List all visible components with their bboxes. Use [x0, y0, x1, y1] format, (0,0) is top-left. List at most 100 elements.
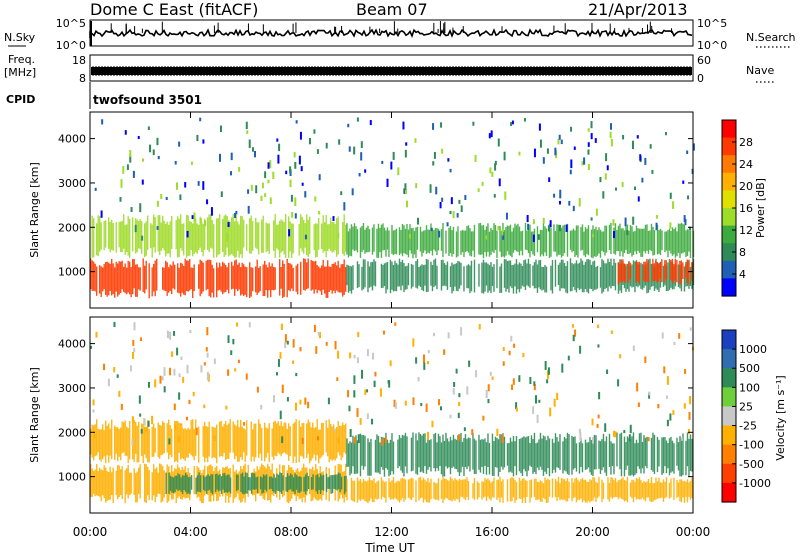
scatter-speck: [535, 395, 538, 404]
heatmap-strip: [96, 419, 98, 456]
scatter-speck: [570, 126, 573, 132]
scatter-speck: [689, 327, 692, 331]
scatter-speck: [527, 223, 530, 230]
heatmap-strip: [662, 265, 665, 287]
heatmap-strip: [368, 229, 371, 252]
heatmap-strip: [315, 223, 317, 258]
heatmap-strip: [169, 475, 172, 491]
heatmap-strip: [649, 258, 651, 290]
heatmap-strip: [166, 464, 168, 503]
heatmap-strip: [328, 224, 330, 249]
heatmap-strip: [334, 262, 336, 294]
scatter-speck: [544, 361, 547, 370]
heatmap-strip: [168, 472, 170, 494]
scatter-speck: [180, 423, 183, 427]
heatmap-strip: [267, 223, 269, 251]
heatmap-strip: [273, 474, 275, 493]
scatter-speck: [165, 196, 168, 200]
heatmap-strip: [210, 214, 212, 248]
heatmap-strip: [467, 480, 470, 501]
heatmap-strip: [358, 480, 360, 500]
heatmap-strip: [374, 483, 377, 499]
heatmap-strip: [388, 230, 390, 257]
scatter-speck: [657, 403, 660, 409]
heatmap-strip: [264, 422, 266, 462]
scatter-speck: [353, 436, 356, 444]
scatter-speck: [604, 423, 607, 432]
heatmap-strip: [247, 477, 250, 491]
scatter-speck: [163, 367, 166, 376]
heatmap-strip: [536, 481, 539, 500]
heatmap-strip: [309, 468, 311, 494]
heatmap-strip: [410, 228, 413, 254]
heatmap-strip: [482, 439, 485, 474]
heatmap-strip: [105, 467, 107, 503]
heatmap-strip: [219, 262, 221, 290]
heatmap-strip: [605, 436, 608, 476]
x-tick-label: 08:00: [274, 525, 309, 539]
heatmap-strip: [523, 436, 525, 470]
heatmap-strip: [190, 221, 192, 251]
heatmap-strip: [530, 231, 533, 252]
heatmap-strip: [115, 222, 117, 253]
scatter-speck: [631, 140, 634, 150]
heatmap-strip: [386, 227, 389, 250]
scatter-speck: [199, 117, 202, 122]
colorbar-tick-label: 1000: [739, 343, 767, 356]
heatmap-strip: [253, 423, 255, 462]
heatmap-strip: [412, 264, 414, 287]
heatmap-strip: [132, 259, 134, 295]
heatmap-strip: [238, 262, 240, 290]
heatmap-strip: [599, 229, 602, 258]
scatter-speck: [273, 395, 276, 403]
scatter-speck: [477, 188, 480, 192]
heatmap-strip: [638, 228, 641, 253]
scatter-speck: [120, 179, 123, 188]
scatter-speck: [439, 202, 442, 209]
scatter-speck: [475, 370, 478, 378]
heatmap-strip: [123, 422, 125, 453]
heatmap-strip: [640, 480, 642, 500]
heatmap-strip: [683, 266, 686, 292]
heatmap-strip: [641, 482, 644, 498]
heatmap-strip: [211, 220, 213, 249]
heatmap-strip: [605, 225, 608, 253]
heatmap-strip: [451, 440, 453, 468]
heatmap-strip: [321, 223, 323, 249]
scatter-speck: [129, 149, 132, 158]
scatter-speck: [145, 426, 148, 433]
heatmap-strip: [285, 422, 287, 454]
scatter-speck: [140, 428, 143, 434]
scatter-speck: [661, 332, 664, 339]
scatter-speck: [292, 339, 295, 348]
heatmap-strip: [412, 227, 414, 259]
scatter-speck: [426, 361, 429, 365]
heatmap-strip: [410, 263, 413, 289]
heatmap-strip: [367, 261, 369, 293]
heatmap-strip: [629, 224, 632, 253]
scatter-speck: [684, 369, 687, 374]
heatmap-strip: [380, 263, 383, 289]
heatmap-strip: [623, 230, 626, 254]
heatmap-strip: [578, 442, 581, 474]
heatmap-strip: [156, 258, 158, 291]
scatter-speck: [673, 341, 676, 346]
heatmap-strip: [686, 432, 689, 467]
heatmap-strip: [333, 263, 335, 291]
heatmap-strip: [286, 428, 288, 455]
colorbar-tick-label: 8: [739, 246, 746, 259]
heatmap-strip: [544, 477, 546, 500]
colorbar-segment: [722, 208, 736, 227]
heatmap-strip: [177, 263, 179, 293]
heatmap-strip: [280, 472, 283, 494]
heatmap-strip: [466, 477, 468, 497]
heatmap-strip: [566, 261, 569, 294]
scatter-speck: [397, 167, 400, 176]
heatmap-strip: [250, 421, 252, 462]
scatter-speck: [124, 130, 127, 135]
heatmap-strip: [114, 267, 116, 298]
heatmap-strip: [355, 435, 357, 474]
scatter-speck: [490, 130, 493, 138]
heatmap-strip: [551, 438, 554, 474]
heatmap-strip: [469, 265, 471, 294]
